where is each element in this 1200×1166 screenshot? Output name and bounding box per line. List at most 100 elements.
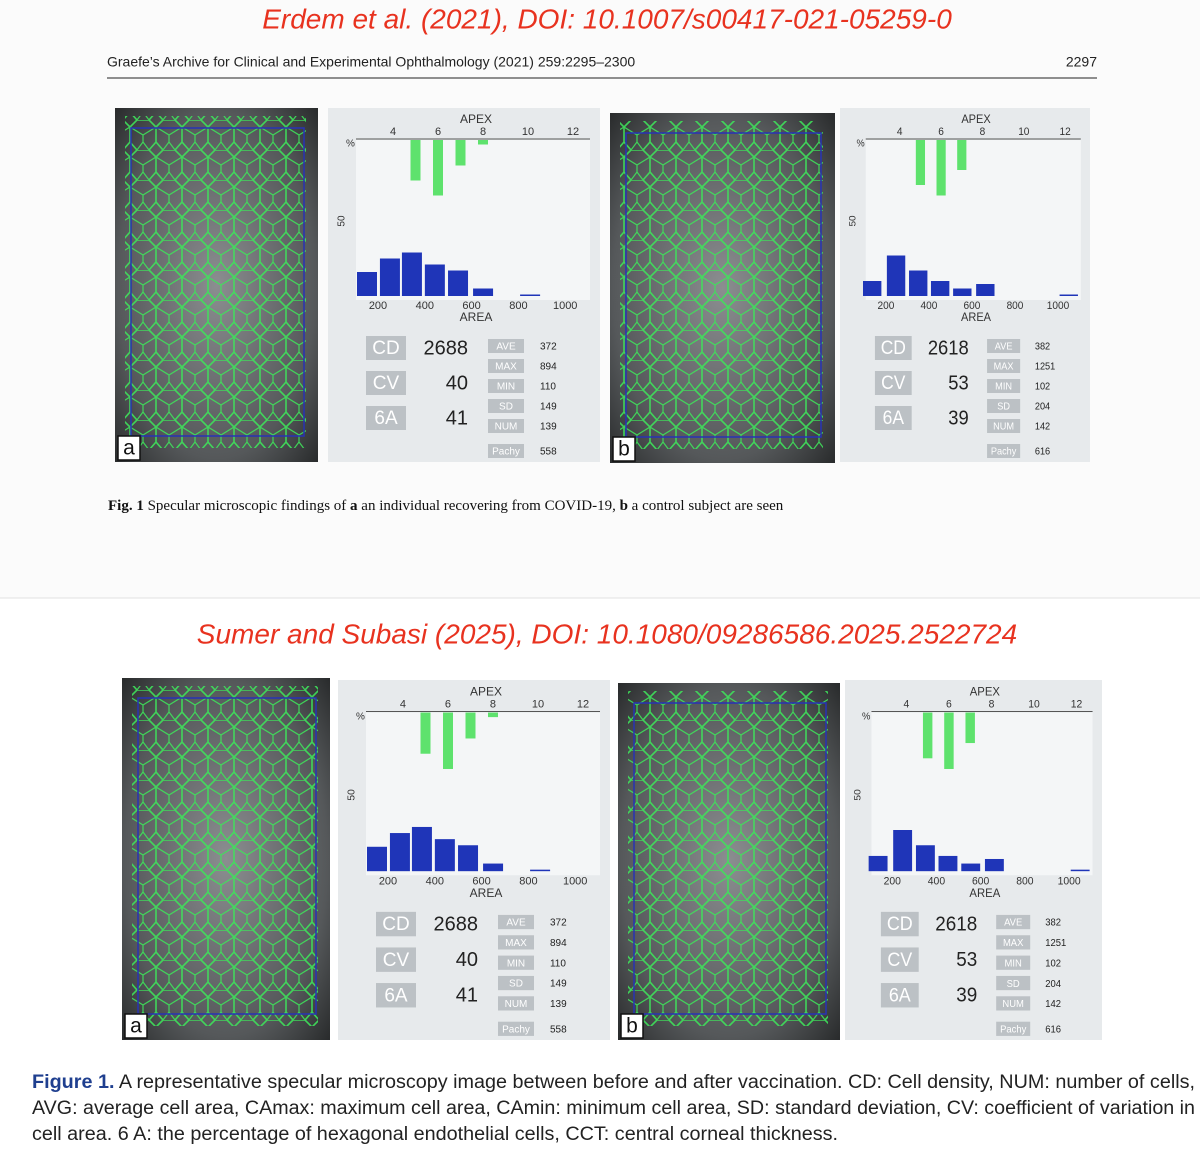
caption-label: Fig. 1 — [108, 498, 144, 514]
detail-value: 894 — [550, 938, 567, 949]
area-bar — [520, 294, 541, 296]
detail-label: SD — [499, 402, 513, 413]
cell-mesh — [620, 121, 823, 449]
stat-label-box — [880, 911, 919, 937]
area-bar — [984, 858, 1004, 872]
stat-value: 39 — [956, 984, 977, 1007]
detail-label: NUM — [495, 422, 518, 433]
detail-label-box — [987, 379, 1021, 393]
hexagonality-bar — [488, 712, 498, 718]
stat-label-box — [874, 406, 912, 430]
detail-label-box — [488, 444, 524, 458]
area-bar — [909, 270, 928, 296]
area-title: AREA — [470, 886, 504, 900]
area-bar — [930, 281, 950, 296]
detail-value: 1251 — [1045, 938, 1066, 949]
fifty-label: 50 — [337, 215, 348, 227]
apex-label: APEX — [961, 114, 991, 126]
fifty-label: 50 — [848, 215, 859, 226]
stat-label-box — [376, 911, 416, 937]
hexagonality-bar — [455, 140, 466, 166]
detail-value: 382 — [1035, 341, 1050, 352]
detail-label: NUM — [505, 999, 528, 1010]
detail-label: SD — [1007, 978, 1020, 989]
detail-label: Pachy — [991, 446, 1017, 457]
stat-label: CD — [881, 336, 906, 358]
stat-label-box — [880, 947, 919, 972]
area-bar — [434, 839, 455, 872]
bottom-caption: Figure 1. A representative specular micr… — [32, 1072, 1195, 1145]
detail-value: 372 — [550, 918, 567, 929]
top-tick-label: 10 — [522, 126, 534, 138]
panel-label: b — [618, 438, 630, 461]
caption-part: Specular microscopic findings of — [144, 498, 350, 514]
stat-value: 40 — [446, 372, 468, 394]
hexagonality-bar — [965, 712, 975, 744]
detail-label: MAX — [505, 938, 527, 949]
detail-value: 142 — [1035, 421, 1050, 432]
analysis-frame — [137, 697, 317, 1015]
detail-value: 1251 — [1035, 361, 1055, 372]
apex-label: APEX — [460, 112, 492, 126]
area-bar — [458, 845, 479, 872]
detail-label: NUM — [1002, 999, 1023, 1010]
analysis-frame — [625, 132, 822, 438]
top-tick-label: 12 — [1060, 126, 1071, 138]
stat-label: 6A — [883, 406, 905, 428]
detail-label-box — [488, 359, 524, 373]
detail-value: 139 — [550, 999, 567, 1010]
area-bar — [357, 272, 378, 296]
detail-value: 110 — [540, 382, 556, 393]
top-tick-label: 4 — [400, 698, 406, 710]
detail-label-box — [498, 955, 534, 970]
hexagonality-bar — [936, 140, 946, 196]
caption-text: AVG: average cell area, CAmax: maximum c… — [32, 1098, 1195, 1119]
hexagonality-bar — [478, 140, 488, 145]
caption-label: Figure 1. — [32, 1072, 114, 1093]
detail-label: NUM — [993, 421, 1014, 432]
hexagonality-bar — [443, 712, 453, 769]
detail-label: Pachy — [1000, 1024, 1026, 1035]
area-tick-label: 400 — [416, 300, 434, 312]
detail-value: 110 — [550, 958, 566, 969]
detail-value: 616 — [1035, 446, 1050, 457]
detail-value: 616 — [1045, 1024, 1061, 1035]
stat-label: 6A — [374, 408, 398, 429]
micrograph: a — [122, 678, 330, 1040]
stat-label: 6A — [889, 984, 911, 1006]
top-tick-label: 4 — [390, 126, 396, 138]
area-bar — [886, 255, 906, 296]
stat-label: CV — [887, 948, 912, 970]
stat-value: 40 — [456, 949, 478, 971]
detail-label-box — [987, 444, 1021, 458]
detail-value: 558 — [550, 1024, 567, 1035]
stat-value: 41 — [446, 407, 468, 429]
caption-line: cell area. 6 A: the percentage of hexago… — [32, 1124, 838, 1145]
stat-value: 53 — [956, 948, 977, 971]
panel-label-box — [124, 1013, 148, 1039]
detail-label: Pachy — [502, 1024, 531, 1035]
area-tick-label: 800 — [1016, 875, 1033, 887]
hexagonality-bar — [465, 712, 476, 739]
stat-label: CV — [881, 371, 906, 393]
running-head: Graefe’s Archive for Clinical and Experi… — [107, 54, 635, 70]
stat-label-box — [366, 336, 406, 360]
panel-label: a — [123, 437, 135, 460]
micrograph: b — [610, 113, 835, 463]
area-bar — [448, 270, 469, 296]
histogram-panel: APEX% 50 4 6 8 10 12 200 400 600 800 1000 AREA CD 2618… — [845, 680, 1102, 1040]
hexagonality-bar — [922, 712, 933, 759]
area-bar — [401, 252, 422, 296]
stat-value: 2688 — [434, 913, 478, 935]
detail-label-box — [987, 419, 1021, 433]
detail-label: AVE — [995, 341, 1013, 352]
detail-label: SD — [509, 979, 523, 990]
area-tick-label: 400 — [928, 875, 945, 887]
histogram-panel: APEX% 50 4 6 8 10 12 200 400 600 800 1000 AREA CD 2688… — [328, 108, 600, 462]
detail-value: 382 — [1045, 917, 1061, 928]
top-tick-label: 10 — [532, 698, 544, 710]
top-tick-label: 6 — [435, 126, 441, 138]
area-bar — [976, 284, 995, 296]
top-caption: Fig. 1 Specular microscopic findings of … — [108, 498, 784, 514]
stat-label: CV — [383, 950, 410, 971]
